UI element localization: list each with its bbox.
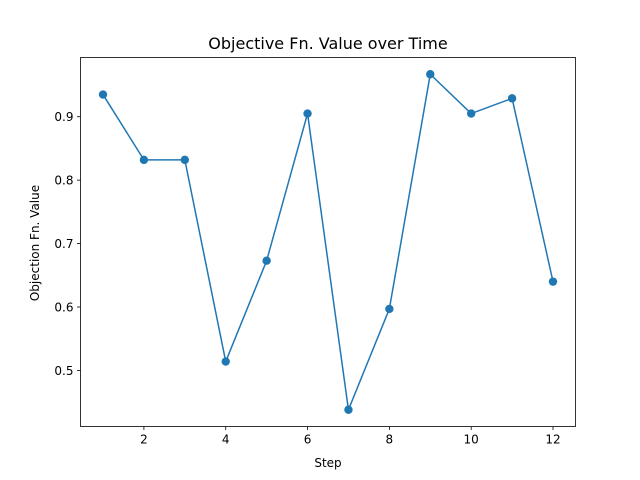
y-axis-label: Objection Fn. Value xyxy=(28,185,42,301)
x-tick-label: 4 xyxy=(222,433,230,447)
y-tick-label: 0.8 xyxy=(54,174,73,188)
data-series xyxy=(98,70,558,414)
x-tick-label: 10 xyxy=(464,433,479,447)
y-tick-label: 0.6 xyxy=(54,301,73,315)
data-point xyxy=(180,155,190,165)
axis-ticks: 2 4 6 8 10 12 0.5 0.6 0.7 0.8 0.9 xyxy=(54,110,560,446)
data-point xyxy=(139,155,149,165)
x-axis-label: Step xyxy=(314,456,341,470)
data-point xyxy=(466,109,476,118)
chart-title: Objective Fn. Value over Time xyxy=(208,34,447,53)
y-tick-label: 0.9 xyxy=(54,110,73,124)
data-point xyxy=(344,405,353,414)
data-point xyxy=(426,70,435,79)
y-tick-label: 0.5 xyxy=(54,364,73,378)
series-line xyxy=(102,73,554,411)
data-point xyxy=(303,109,312,118)
data-point xyxy=(98,90,108,99)
data-point xyxy=(221,357,230,366)
data-point xyxy=(548,277,558,286)
data-point xyxy=(262,256,271,265)
x-tick-label: 8 xyxy=(386,433,394,447)
y-tick-label: 0.7 xyxy=(54,237,73,251)
data-point xyxy=(507,94,517,103)
x-tick-label: 6 xyxy=(304,433,312,447)
data-point xyxy=(385,304,394,314)
x-tick-label: 2 xyxy=(140,433,148,447)
plot-frame xyxy=(80,57,576,427)
x-tick-label: 12 xyxy=(545,433,560,447)
